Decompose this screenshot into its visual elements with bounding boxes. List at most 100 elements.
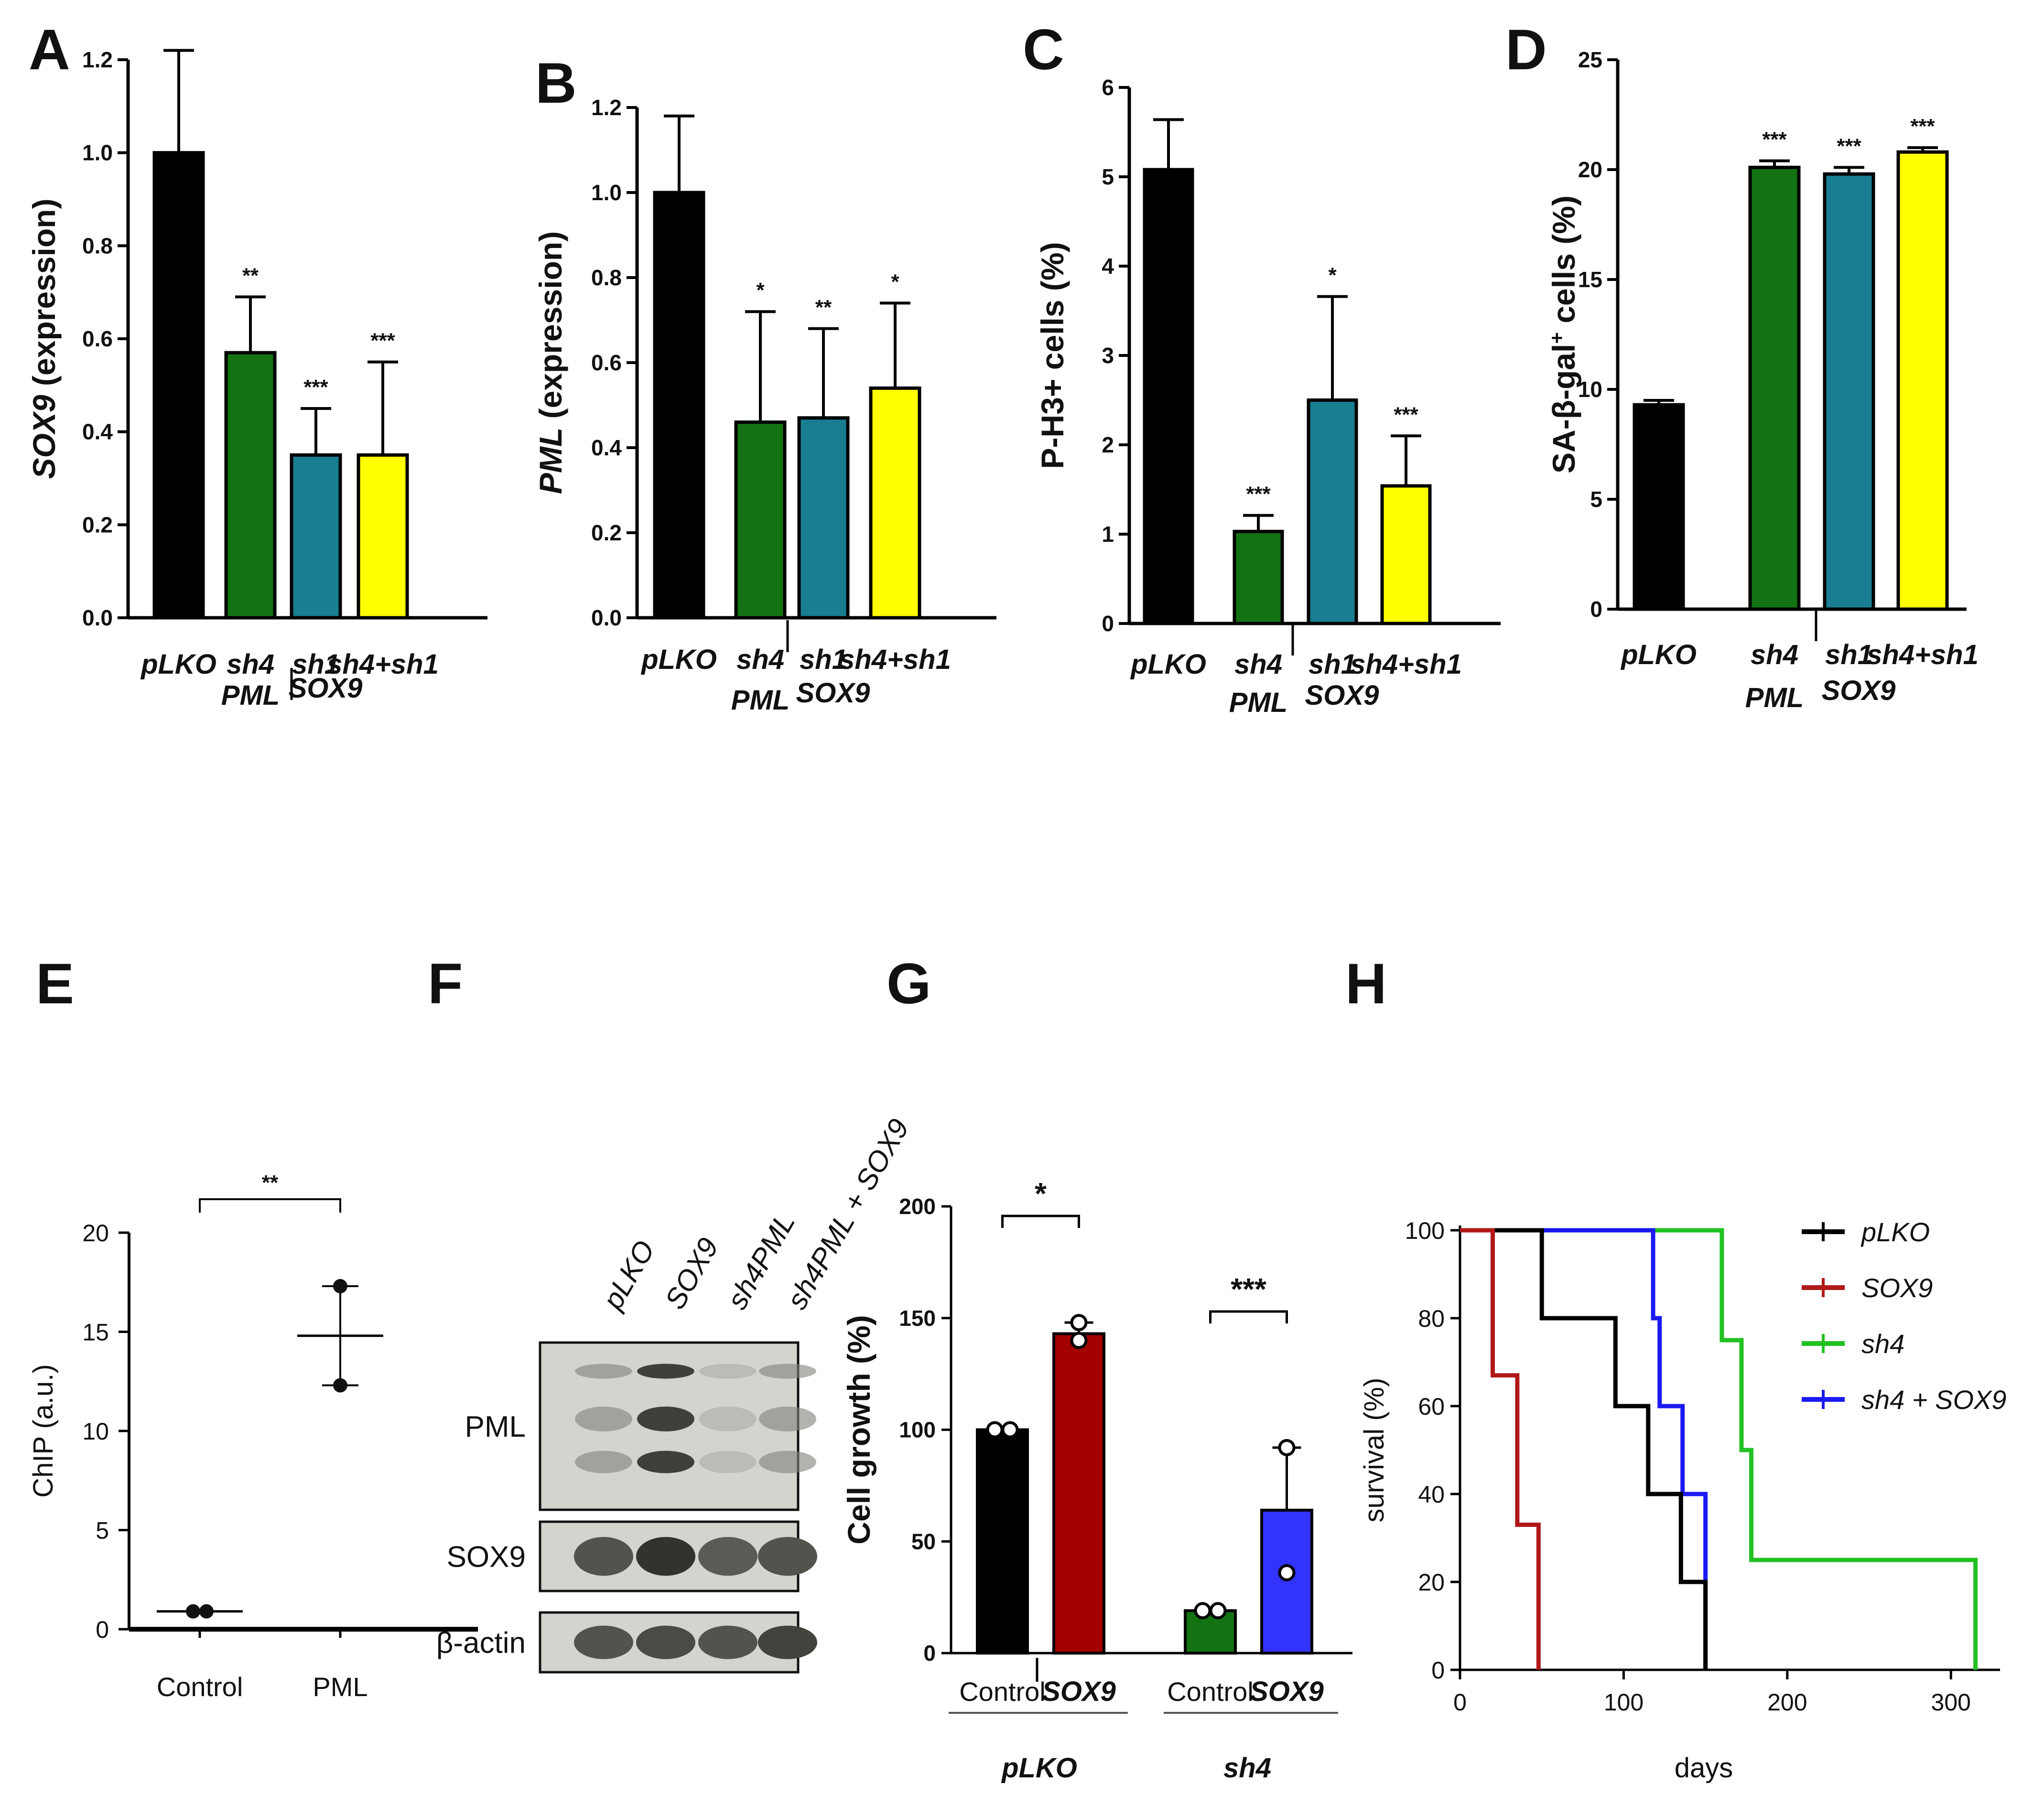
significance-bracket-G-1 bbox=[1209, 1310, 1288, 1323]
bar-B-0 bbox=[653, 191, 705, 620]
sublabel-D-1: SOX9 bbox=[1822, 675, 1896, 706]
blot-band-1-3 bbox=[758, 1537, 817, 1576]
bar-D-0 bbox=[1633, 403, 1685, 611]
y-tick-label-C: 6 bbox=[1102, 75, 1114, 100]
y-tick-label-G: 0 bbox=[923, 1641, 936, 1666]
km-line-2 bbox=[1460, 1228, 1978, 1670]
data-point-E-0-1 bbox=[199, 1604, 214, 1619]
blot-lane-label-0: pLKO bbox=[596, 1235, 661, 1315]
blot-band-0-3-1 bbox=[759, 1407, 816, 1431]
y-tick-label-B: 0.8 bbox=[591, 265, 622, 290]
y-tick-label-A: 0.6 bbox=[82, 326, 113, 351]
legend-label-0: pLKO bbox=[1860, 1217, 1930, 1247]
y-tick-label-H: 100 bbox=[1405, 1217, 1445, 1244]
y-axis-label-italic: SOX9 bbox=[26, 395, 62, 479]
y-tick-label-B: 0.4 bbox=[591, 435, 622, 460]
category-label-E-0: Control bbox=[157, 1672, 243, 1702]
significance-C-1: *** bbox=[1246, 483, 1271, 506]
blot-band-0-3-0 bbox=[759, 1364, 816, 1379]
panel-label-F: F bbox=[428, 952, 463, 1016]
sublabel-C-0: PML bbox=[1229, 687, 1287, 718]
bar-D-3 bbox=[1896, 150, 1949, 611]
significance-B-2: ** bbox=[815, 296, 832, 319]
sublabel-B-1: SOX9 bbox=[796, 677, 870, 709]
panel-label-A: A bbox=[29, 18, 70, 82]
category-label-B-1: sh4 bbox=[736, 644, 784, 675]
significance-B-1: * bbox=[756, 279, 765, 302]
data-point-G-0-1 bbox=[1001, 1421, 1019, 1439]
bar-D-2 bbox=[1823, 172, 1875, 611]
blot-band-0-0-2 bbox=[575, 1451, 632, 1473]
significance-bracket-E bbox=[199, 1198, 341, 1213]
y-tick-label-E: 10 bbox=[82, 1418, 109, 1445]
category-label-C-1: sh4 bbox=[1234, 649, 1282, 680]
y-axis-label-G: Cell growth (%) bbox=[841, 1315, 876, 1544]
bar-C-0 bbox=[1143, 168, 1194, 625]
data-point-G-2-1 bbox=[1209, 1602, 1227, 1620]
y-tick-label-D: 25 bbox=[1578, 47, 1602, 72]
data-point-E-0-0 bbox=[186, 1604, 200, 1619]
significance-G-1: *** bbox=[1231, 1272, 1266, 1306]
y-tick-label-D: 0 bbox=[1590, 597, 1602, 622]
y-tick-label-D: 20 bbox=[1578, 157, 1602, 182]
x-axis-label-H: days bbox=[1675, 1752, 1733, 1784]
bar-G-0 bbox=[976, 1428, 1029, 1655]
blot-band-2-1 bbox=[636, 1625, 695, 1659]
significance-A-3: *** bbox=[370, 329, 395, 353]
legend-label-2: sh4 bbox=[1861, 1329, 1904, 1359]
legend-label-3: sh4 + SOX9 bbox=[1861, 1385, 2007, 1415]
significance-D-3: *** bbox=[1910, 115, 1935, 138]
bar-B-1 bbox=[734, 420, 787, 620]
category-label-B-3: sh4+sh1 bbox=[839, 644, 951, 675]
blot-row-label-0: PML bbox=[465, 1410, 526, 1443]
category-label-D-3: sh4+sh1 bbox=[1867, 639, 1979, 670]
y-tick-label-C: 5 bbox=[1102, 164, 1114, 189]
y-tick-label-G: 150 bbox=[899, 1306, 936, 1331]
y-tick-label-D: 5 bbox=[1590, 487, 1602, 512]
y-axis-label-italic: PML bbox=[533, 428, 568, 494]
category-label-D-1: sh4 bbox=[1751, 639, 1798, 670]
significance-bracket-G-0 bbox=[1001, 1215, 1080, 1228]
panel-label-C: C bbox=[1023, 18, 1064, 82]
sublabel-D-0: PML bbox=[1745, 682, 1804, 713]
y-tick-label-D: 10 bbox=[1578, 377, 1602, 402]
y-tick-label-E: 5 bbox=[96, 1517, 109, 1544]
category-label-C-0: pLKO bbox=[1130, 649, 1206, 680]
panel-label-D: D bbox=[1505, 18, 1547, 82]
group-label-G-0: pLKO bbox=[1001, 1752, 1077, 1784]
blot-band-0-1-0 bbox=[637, 1364, 694, 1379]
blot-row-label-2: β-actin bbox=[436, 1627, 526, 1660]
panel-label-E: E bbox=[36, 952, 74, 1016]
blot-band-1-1 bbox=[636, 1537, 695, 1576]
blot-band-2-3 bbox=[758, 1625, 817, 1659]
category-label-A-3: sh4+sh1 bbox=[327, 649, 439, 680]
y-tick-label-D: 15 bbox=[1578, 267, 1602, 292]
blot-band-1-2 bbox=[698, 1537, 757, 1576]
bar-C-1 bbox=[1233, 529, 1284, 625]
sublabel-A-1: SOX9 bbox=[289, 673, 363, 704]
y-tick-label-C: 2 bbox=[1102, 432, 1114, 457]
bar-G-2 bbox=[1184, 1609, 1237, 1655]
y-tick-label-B: 0.0 bbox=[591, 605, 622, 630]
km-line-1 bbox=[1460, 1228, 1541, 1670]
y-axis-label-A: SOX9 (expression) bbox=[26, 199, 62, 479]
category-label-G-2: Control bbox=[1167, 1677, 1254, 1707]
blot-band-0-1-1 bbox=[637, 1407, 694, 1431]
bar-A-2 bbox=[290, 453, 342, 620]
y-axis-label-D: SA-β-gal+ cells (%) bbox=[1546, 195, 1582, 473]
y-tick-label-G: 50 bbox=[911, 1529, 936, 1554]
category-label-A-0: pLKO bbox=[140, 649, 216, 680]
blot-lane-label-1: SOX9 bbox=[659, 1232, 725, 1314]
category-label-G-1: SOX9 bbox=[1042, 1676, 1116, 1707]
blot-row-label-1: SOX9 bbox=[447, 1541, 526, 1574]
category-label-B-2: sh1 bbox=[800, 644, 847, 675]
km-line-0 bbox=[1460, 1228, 1708, 1670]
y-axis-label-tail: cells (%) bbox=[1546, 195, 1581, 332]
blot-band-2-0 bbox=[574, 1625, 633, 1659]
category-label-C-3: sh4+sh1 bbox=[1350, 649, 1462, 680]
bar-C-2 bbox=[1307, 398, 1358, 625]
y-tick-label-A: 0.2 bbox=[82, 512, 113, 537]
significance-C-3: *** bbox=[1394, 403, 1418, 426]
bar-C-3 bbox=[1380, 484, 1432, 625]
y-tick-label-H: 80 bbox=[1418, 1305, 1445, 1332]
